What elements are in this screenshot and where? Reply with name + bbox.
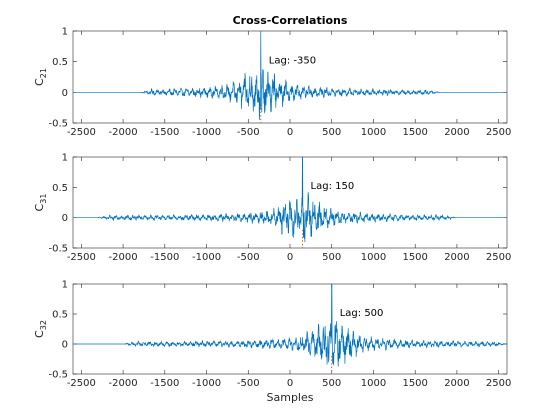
x-tick-label: 2000 bbox=[444, 252, 469, 263]
x-tick-label: 1000 bbox=[361, 127, 386, 138]
x-axis-label: Samples bbox=[267, 391, 314, 404]
x-tick-label: 2000 bbox=[444, 127, 469, 138]
y-axis-label: C31 bbox=[33, 194, 48, 212]
x-tick-label: 1000 bbox=[361, 378, 386, 389]
subplot-3: -2500 -2000 -1500 -1000 -500 0 500 1000 1500 2000… bbox=[33, 280, 511, 405]
x-tick-label: 0 bbox=[287, 252, 293, 263]
y-tick-label: 1 bbox=[62, 153, 68, 164]
x-tick-label: -500 bbox=[237, 252, 260, 263]
y-tick-label: -0.5 bbox=[48, 119, 68, 130]
x-tick-label: 0 bbox=[287, 378, 293, 389]
x-tick-label: -500 bbox=[237, 378, 260, 389]
lag-annotation: Lag: 150 bbox=[311, 181, 355, 192]
plot-area bbox=[72, 30, 508, 124]
x-tick-label: -1000 bbox=[192, 252, 221, 263]
chart-title: Cross-Correlations bbox=[233, 14, 348, 27]
x-tick-label: -1000 bbox=[192, 127, 221, 138]
subplot-1: -2500 -2000 -1500 -1000 -500 0 500 1000 1500 2000… bbox=[33, 14, 511, 138]
y-tick-label: -0.5 bbox=[48, 370, 68, 381]
plot-area bbox=[72, 283, 508, 375]
correlation-series bbox=[73, 156, 507, 243]
x-tick-label: -2500 bbox=[67, 378, 96, 389]
subplot-2: -2500 -2000 -1500 -1000 -500 0 500 1000 1500 2000… bbox=[33, 153, 511, 264]
x-tick-label: -2500 bbox=[67, 127, 96, 138]
x-tick-label: 500 bbox=[322, 378, 341, 389]
y-tick-label: 0 bbox=[62, 213, 68, 224]
y-tick-label: 1 bbox=[62, 27, 68, 38]
y-axis-label: C21 bbox=[33, 68, 48, 86]
x-tick-label: 0 bbox=[287, 127, 293, 138]
correlation-series bbox=[73, 283, 507, 367]
lag-annotation: Lag: 500 bbox=[340, 308, 384, 319]
x-tick-label: 2000 bbox=[444, 378, 469, 389]
x-tick-label: 1500 bbox=[402, 127, 427, 138]
x-tick-label: -1000 bbox=[192, 378, 221, 389]
x-tick-label: -2500 bbox=[67, 252, 96, 263]
x-tick-label: 2500 bbox=[486, 378, 511, 389]
x-tick-label: -1500 bbox=[150, 127, 179, 138]
y-tick-label: 0.5 bbox=[52, 57, 68, 68]
x-tick-label: -1500 bbox=[150, 252, 179, 263]
x-tick-label: -2000 bbox=[109, 127, 138, 138]
x-tick-label: 500 bbox=[322, 252, 341, 263]
x-tick-label: -500 bbox=[237, 127, 260, 138]
y-tick-label: 0 bbox=[62, 88, 68, 99]
y-tick-label: 1 bbox=[62, 280, 68, 291]
x-tick-label: 2500 bbox=[486, 127, 511, 138]
x-tick-label: -2000 bbox=[109, 378, 138, 389]
correlation-series bbox=[73, 30, 507, 120]
y-tick-label: 0 bbox=[62, 340, 68, 351]
x-tick-label: 1500 bbox=[402, 252, 427, 263]
x-tick-label: 1500 bbox=[402, 378, 427, 389]
y-tick-label: 0.5 bbox=[52, 183, 68, 194]
y-axis-label: C32 bbox=[33, 320, 48, 338]
x-tick-label: -1500 bbox=[150, 378, 179, 389]
y-tick-label: 0.5 bbox=[52, 310, 68, 321]
lag-annotation: Lag: -350 bbox=[269, 56, 316, 67]
x-tick-label: 500 bbox=[322, 127, 341, 138]
x-tick-label: 1000 bbox=[361, 252, 386, 263]
x-tick-label: 2500 bbox=[486, 252, 511, 263]
y-tick-label: -0.5 bbox=[48, 244, 68, 255]
x-tick-label: -2000 bbox=[109, 252, 138, 263]
